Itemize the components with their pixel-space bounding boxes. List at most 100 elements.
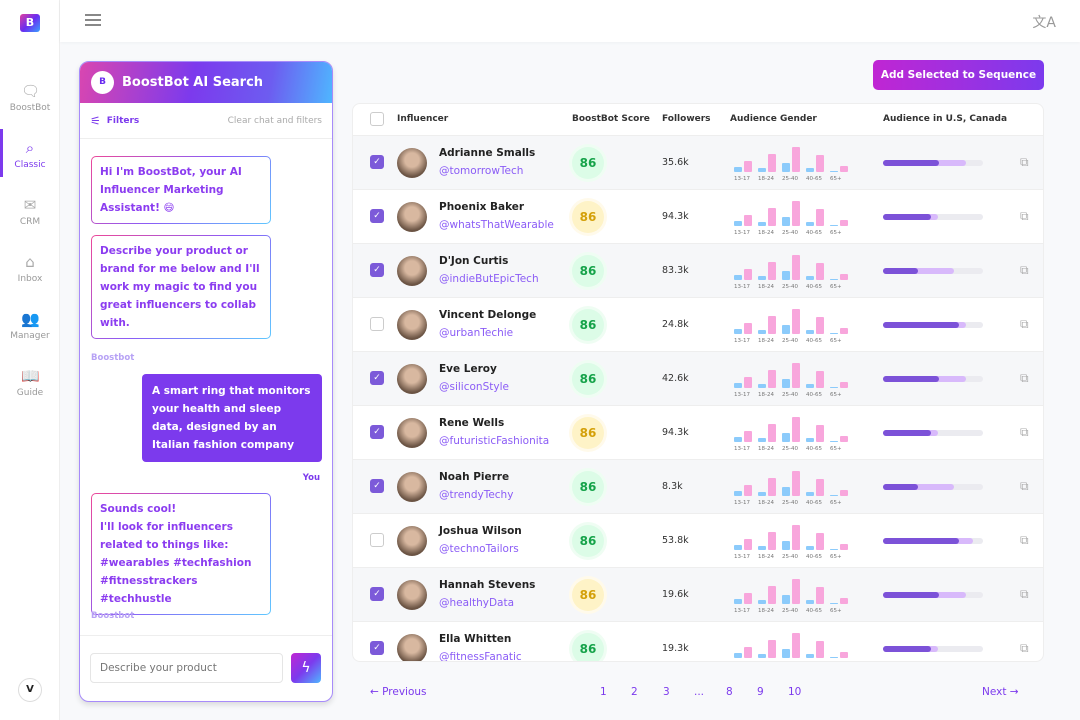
- report-icon[interactable]: ⧉: [1020, 533, 1029, 547]
- influencer-handle[interactable]: @healthyData: [439, 597, 515, 609]
- gender-bar-male: [734, 653, 742, 658]
- followers-count: 19.3k: [662, 643, 689, 654]
- next-button[interactable]: Next →: [982, 686, 1019, 698]
- table-row[interactable]: ✓ Hannah Stevens @healthyData 86 19.6k 1…: [353, 568, 1043, 622]
- report-icon[interactable]: ⧉: [1020, 479, 1029, 493]
- report-icon[interactable]: ⧉: [1020, 209, 1029, 223]
- influencer-handle[interactable]: @fitnessFanatic: [439, 651, 522, 662]
- influencer-name[interactable]: D'Jon Curtis: [439, 255, 509, 267]
- influencer-handle[interactable]: @futuristicFashionita: [439, 435, 550, 447]
- influencer-name[interactable]: Hannah Stevens: [439, 579, 536, 591]
- table-row[interactable]: Vincent Delonge @urbanTechie 86 24.8k 13…: [353, 298, 1043, 352]
- report-icon[interactable]: ⧉: [1020, 155, 1029, 169]
- report-icon[interactable]: ⧉: [1020, 587, 1029, 601]
- page-8[interactable]: 8: [726, 686, 733, 698]
- table-row[interactable]: ✓ Rene Wells @futuristicFashionita 86 94…: [353, 406, 1043, 460]
- add-to-sequence-button[interactable]: Add Selected to Sequence: [873, 60, 1044, 90]
- gender-bar-female: [840, 166, 848, 172]
- report-icon[interactable]: ⧉: [1020, 641, 1029, 655]
- report-icon[interactable]: ⧉: [1020, 263, 1029, 277]
- header-score[interactable]: BoostBot Score: [572, 114, 650, 124]
- age-label: 65+: [830, 554, 842, 560]
- clear-chat-button[interactable]: Clear chat and filters: [227, 115, 322, 126]
- boostbot-score: 86: [572, 255, 604, 287]
- page-9[interactable]: 9: [757, 686, 764, 698]
- influencer-name[interactable]: Rene Wells: [439, 417, 505, 429]
- influencer-name[interactable]: Eve Leroy: [439, 363, 497, 375]
- previous-button[interactable]: ← Previous: [370, 686, 427, 698]
- influencer-name[interactable]: Adrianne Smalls: [439, 147, 536, 159]
- influencer-name[interactable]: Ella Whitten: [439, 633, 512, 645]
- gender-bar-female: [792, 471, 800, 496]
- select-all-checkbox[interactable]: [370, 112, 384, 126]
- report-icon[interactable]: ⧉: [1020, 425, 1029, 439]
- table-row[interactable]: ✓ Ella Whitten @fitnessFanatic 86 19.3k …: [353, 622, 1043, 662]
- user-avatar[interactable]: V: [18, 678, 42, 702]
- gender-bar-male: [734, 383, 742, 388]
- row-checkbox[interactable]: ✓: [370, 263, 384, 277]
- row-checkbox[interactable]: ✓: [370, 587, 384, 601]
- table-row[interactable]: ✓ Adrianne Smalls @tomorrowTech 86 35.6k…: [353, 136, 1043, 190]
- send-button[interactable]: ϟ: [291, 653, 321, 683]
- page-2[interactable]: 2: [631, 686, 638, 698]
- sidebar-item-manager[interactable]: 👥 Manager: [0, 310, 60, 341]
- gender-bar-male: [782, 379, 790, 388]
- gender-bar-female: [840, 490, 848, 496]
- gender-bar-male: [806, 546, 814, 550]
- sidebar-item-guide[interactable]: 📖 Guide: [0, 367, 60, 398]
- table-row[interactable]: ✓ D'Jon Curtis @indieButEpicTech 86 83.3…: [353, 244, 1043, 298]
- page-1[interactable]: 1: [600, 686, 607, 698]
- report-icon[interactable]: ⧉: [1020, 371, 1029, 385]
- sidebar-item-classic[interactable]: ⌕ Classic: [0, 129, 60, 177]
- row-checkbox[interactable]: ✓: [370, 209, 384, 223]
- influencer-handle[interactable]: @trendyTechy: [439, 489, 514, 501]
- row-checkbox[interactable]: ✓: [370, 641, 384, 655]
- row-checkbox[interactable]: ✓: [370, 479, 384, 493]
- row-checkbox[interactable]: ✓: [370, 371, 384, 385]
- sliders-icon[interactable]: ⚟: [90, 113, 101, 128]
- filters-button[interactable]: Filters: [106, 115, 140, 126]
- user-message: A smart ring that monitors your health a…: [142, 374, 322, 462]
- row-checkbox[interactable]: ✓: [370, 425, 384, 439]
- header-influencer[interactable]: Influencer: [397, 114, 449, 124]
- gender-bar-female: [744, 647, 752, 658]
- chat-footer: ϟ: [80, 635, 332, 701]
- gender-bar-male: [758, 222, 766, 226]
- page-3[interactable]: 3: [663, 686, 670, 698]
- table-row[interactable]: ✓ Eve Leroy @siliconStyle 86 42.6k 13-17…: [353, 352, 1043, 406]
- sidebar-item-inbox[interactable]: ⌂ Inbox: [0, 253, 60, 284]
- row-checkbox[interactable]: [370, 317, 384, 331]
- row-checkbox[interactable]: ✓: [370, 155, 384, 169]
- sidebar-item-boostbot[interactable]: 🗨 BoostBot: [0, 82, 60, 113]
- sidebar-item-crm[interactable]: ✉ CRM: [0, 196, 60, 227]
- followers-count: 42.6k: [662, 373, 689, 384]
- influencer-handle[interactable]: @indieButEpicTech: [439, 273, 539, 285]
- header-gender[interactable]: Audience Gender: [730, 114, 817, 124]
- influencer-handle[interactable]: @technoTailors: [439, 543, 519, 555]
- topbar: 文A: [60, 0, 1080, 42]
- header-region[interactable]: Audience in U.S, Canada: [883, 114, 1008, 124]
- gender-bar-female: [744, 323, 752, 334]
- report-icon[interactable]: ⧉: [1020, 317, 1029, 331]
- influencer-handle[interactable]: @siliconStyle: [439, 381, 509, 393]
- table-row[interactable]: Joshua Wilson @technoTailors 86 53.8k 13…: [353, 514, 1043, 568]
- header-followers[interactable]: Followers: [662, 114, 711, 124]
- influencer-name[interactable]: Vincent Delonge: [439, 309, 537, 321]
- influencer-name[interactable]: Noah Pierre: [439, 471, 510, 483]
- influencer-name[interactable]: Phoenix Baker: [439, 201, 525, 213]
- influencer-name[interactable]: Joshua Wilson: [439, 525, 522, 537]
- influencer-handle[interactable]: @tomorrowTech: [439, 165, 524, 177]
- influencer-handle[interactable]: @whatsThatWearable: [439, 219, 554, 231]
- translate-icon[interactable]: 文A: [1032, 15, 1056, 31]
- followers-count: 8.3k: [662, 481, 683, 492]
- influencer-handle[interactable]: @urbanTechie: [439, 327, 514, 339]
- table-row[interactable]: ✓ Noah Pierre @trendyTechy 86 8.3k 13-17…: [353, 460, 1043, 514]
- row-checkbox[interactable]: [370, 533, 384, 547]
- age-label: 65+: [830, 500, 842, 506]
- product-input[interactable]: [90, 653, 283, 683]
- page-10[interactable]: 10: [788, 686, 802, 698]
- table-row[interactable]: ✓ Phoenix Baker @whatsThatWearable 86 94…: [353, 190, 1043, 244]
- menu-icon[interactable]: [85, 14, 101, 26]
- age-label: 25-40: [782, 176, 798, 182]
- boostbot-score: 86: [572, 417, 604, 449]
